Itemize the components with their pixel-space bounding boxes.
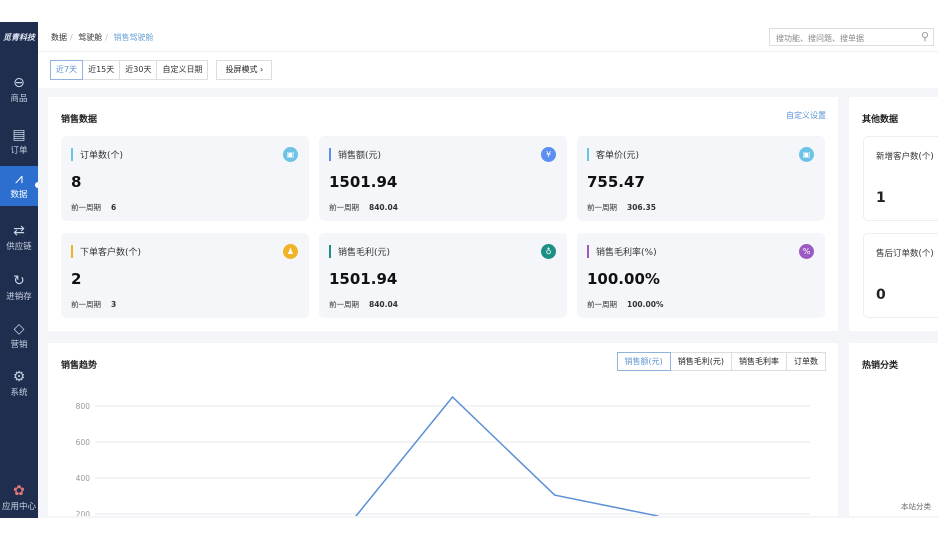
card-value: 2: [71, 270, 82, 288]
panel-title: 其他数据: [862, 115, 899, 125]
other-data-panel: 其他数据 新增客户数(个) 1 售后订单数(个) 0: [849, 97, 938, 331]
card-label: 销售额(元): [329, 148, 381, 161]
previous-period: 前一周期 6: [71, 203, 117, 212]
previous-period: 前一周期 3: [71, 300, 117, 309]
panel-title: 销售数据: [61, 115, 98, 125]
panel-title: 销售趋势: [61, 361, 98, 371]
sidebar-item-label: 进销存: [6, 292, 32, 302]
previous-period: 前一周期 840.04: [329, 300, 398, 309]
projection-mode-button[interactable]: 投屏模式 ›: [216, 60, 273, 80]
range-30-days[interactable]: 近30天: [119, 60, 158, 80]
metric-card: 下单客户数(个) ♟ 2 前一周期 3: [61, 233, 309, 318]
sales-trend-chart: 800 600 400 200: [76, 395, 810, 516]
sidebar-item-4[interactable]: ↻ 进销存: [0, 272, 38, 312]
sidebar-item-6[interactable]: ⚙ 系统: [0, 368, 38, 408]
card-label: 客单价(元): [587, 148, 639, 161]
card-value: 0: [876, 287, 886, 303]
date-range-toolbar: 近7天 近15天 近30天 自定义日期 投屏模式 ›: [50, 60, 273, 80]
search-placeholder: 搜功能、搜问题、搜单据: [776, 34, 864, 43]
panel-title: 热销分类: [862, 361, 899, 371]
document-icon: ▤: [12, 127, 26, 143]
card-label: 销售毛利(元): [329, 245, 390, 258]
after-sales-orders-card: 售后订单数(个) 0: [863, 233, 938, 318]
search-input[interactable]: 搜功能、搜问题、搜单据 ⚲: [769, 28, 934, 46]
sidebar-item-1[interactable]: ▤ 订单: [0, 126, 38, 166]
previous-period: 前一周期 840.04: [329, 203, 398, 212]
range-15-days[interactable]: 近15天: [82, 60, 121, 80]
bag-icon: ⊖: [13, 75, 25, 91]
hot-categories-panel: 热销分类 本站分类: [849, 343, 938, 516]
y-tick-label: 200: [76, 510, 91, 516]
breadcrumb-current: 销售驾驶舱: [113, 33, 154, 42]
card-value: 1501.94: [329, 270, 398, 288]
range-7-days[interactable]: 近7天: [50, 60, 84, 80]
percent-icon: %: [799, 244, 814, 259]
sidebar-item-label: 订单: [10, 146, 28, 156]
range-custom-date[interactable]: 自定义日期: [156, 60, 209, 80]
metric-card: 销售毛利率(%) % 100.00% 前一周期 100.00%: [577, 233, 825, 318]
moneybag-icon: ♁: [541, 244, 556, 259]
apps-icon: ✿: [13, 483, 25, 499]
sidebar-item-7[interactable]: ✿ 应用中心: [0, 482, 38, 522]
sales-series-line: [355, 395, 660, 516]
sidebar-item-label: 营销: [10, 340, 28, 350]
y-tick-label: 400: [76, 474, 91, 483]
custom-settings-link[interactable]: 自定义设置: [786, 111, 826, 120]
yen-icon: ¥: [541, 147, 556, 162]
sidebar-item-0[interactable]: ⊖ 商品: [0, 74, 38, 114]
metric-card: 销售额(元) ¥ 1501.94 前一周期 840.04: [319, 136, 567, 221]
gear-icon: ⚙: [12, 369, 26, 385]
new-customers-card: 新增客户数(个) 1: [863, 136, 938, 221]
y-tick-label: 600: [76, 438, 91, 447]
sidebar-item-label: 数据: [10, 190, 28, 200]
receipt-icon: ▣: [799, 147, 814, 162]
metric-card: 销售毛利(元) ♁ 1501.94 前一周期 840.04: [319, 233, 567, 318]
sidebar-item-label: 商品: [10, 94, 28, 104]
sidebar-item-2[interactable]: ⩘ 数据: [0, 166, 41, 206]
cycle-icon: ↻: [13, 273, 25, 289]
tag-icon: ◇: [13, 321, 25, 337]
chart-icon: ⩘: [15, 171, 23, 187]
card-value: 1: [876, 190, 886, 206]
clipboard-icon: ▣: [283, 147, 298, 162]
sidebar-item-5[interactable]: ◇ 营销: [0, 320, 38, 360]
exchange-icon: ⇄: [13, 223, 25, 239]
card-label: 下单客户数(个): [71, 245, 141, 258]
sidebar-item-label: 供应链: [6, 242, 32, 252]
card-label: 售后订单数(个): [876, 249, 934, 259]
card-value: 100.00%: [587, 270, 660, 288]
hot-categories-note: 本站分类: [901, 502, 931, 511]
card-value: 1501.94: [329, 173, 398, 191]
breadcrumb: 数据 / 驾驶舱 / 销售驾驶舱: [51, 33, 154, 42]
tab-order-count[interactable]: 订单数: [786, 352, 826, 371]
sales-data-panel: 销售数据 自定义设置 订单数(个) ▣ 8 前一周期 6 销售额(元) ¥ 1501…: [48, 97, 838, 331]
metric-card: 订单数(个) ▣ 8 前一周期 6: [61, 136, 309, 221]
sidebar: 觅青科技 ⊖ 商品 ▤ 订单 ⩘ 数据 ⇄ 供应链 ↻ 进销存 ◇ 营销 ⚙ 系统 ✿ 应用中心: [0, 22, 41, 518]
previous-period: 前一周期 306.35: [587, 203, 656, 212]
metric-card: 客单价(元) ▣ 755.47 前一周期 306.35: [577, 136, 825, 221]
y-tick-label: 800: [76, 402, 91, 411]
logo: 觅青科技: [3, 33, 35, 42]
tab-sales-amount[interactable]: 销售额(元): [616, 352, 671, 371]
card-label: 新增客户数(个): [876, 152, 934, 162]
card-label: 订单数(个): [71, 148, 123, 161]
card-value: 8: [71, 173, 82, 191]
trend-metric-tabs: 销售额(元) 销售毛利(元) 销售毛利率 订单数: [616, 352, 826, 371]
search-icon[interactable]: ⚲: [920, 30, 929, 43]
tab-gross-margin[interactable]: 销售毛利率: [731, 352, 787, 371]
header: 数据 / 驾驶舱 / 销售驾驶舱 搜功能、搜问题、搜单据 ⚲: [38, 22, 938, 52]
user-icon: ♟: [283, 244, 298, 259]
sidebar-item-label: 系统: [10, 388, 28, 398]
previous-period: 前一周期 100.00%: [587, 300, 664, 309]
breadcrumb-cockpit[interactable]: 驾驶舱: [78, 33, 103, 42]
card-value: 755.47: [587, 173, 645, 191]
sidebar-item-3[interactable]: ⇄ 供应链: [0, 222, 38, 262]
sales-trend-panel: 销售趋势 销售额(元) 销售毛利(元) 销售毛利率 订单数 800 600 400 2…: [48, 343, 838, 516]
card-label: 销售毛利率(%): [587, 245, 657, 258]
sidebar-item-label: 应用中心: [1, 502, 36, 512]
breadcrumb-data[interactable]: 数据: [51, 33, 67, 42]
